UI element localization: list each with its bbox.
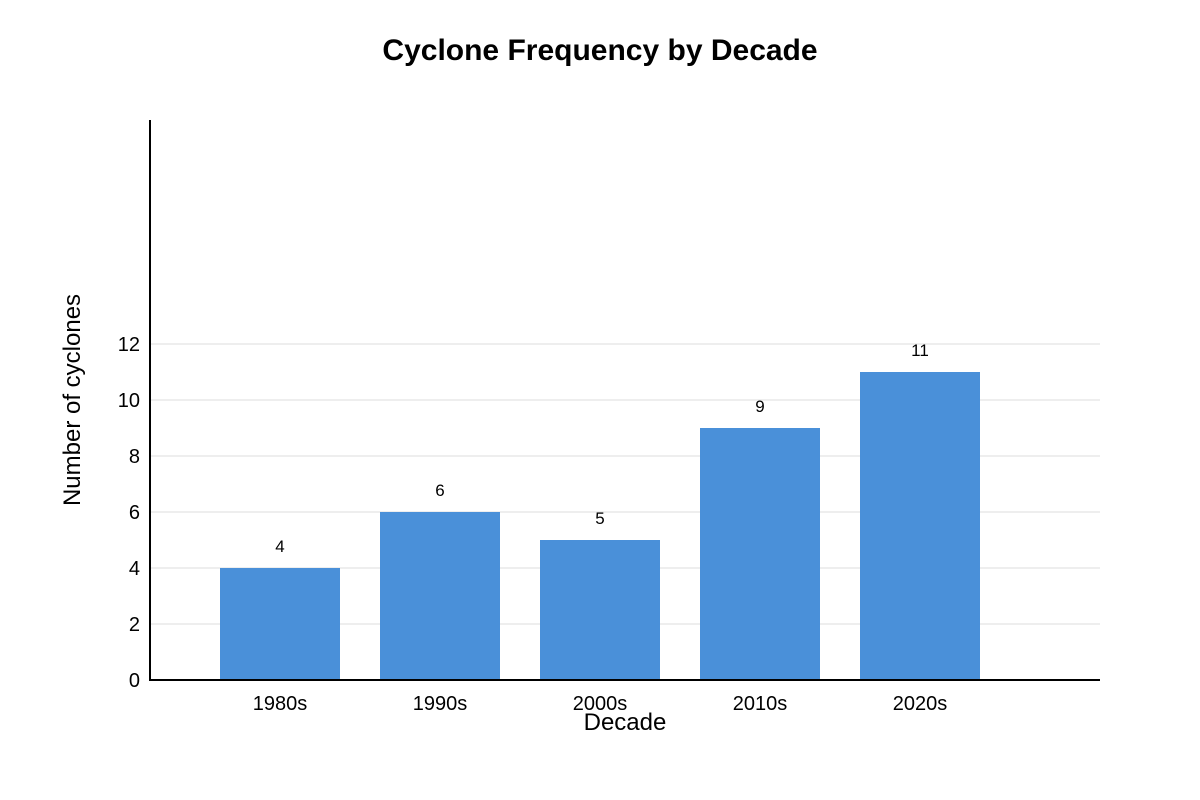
y-tick-label: 8	[129, 446, 140, 468]
bar-value-label: 11	[911, 341, 929, 360]
bars	[220, 372, 980, 680]
bar	[380, 512, 500, 680]
x-tick-label: 1980s	[253, 693, 308, 715]
bar-value-label: 6	[435, 481, 444, 500]
y-tick-label: 10	[118, 390, 140, 412]
bar	[540, 540, 660, 680]
bar-value-label: 4	[275, 537, 284, 556]
x-tick-label: 2000s	[573, 693, 628, 715]
x-tick-label: 1990s	[413, 693, 468, 715]
y-tick-label: 2	[129, 614, 140, 636]
y-tick-label: 0	[129, 670, 140, 692]
y-tick-label: 12	[118, 334, 140, 356]
chart-title: Cyclone Frequency by Decade	[382, 34, 817, 67]
bar	[220, 568, 340, 680]
bar-value-label: 9	[755, 397, 764, 416]
x-tick-label: 2010s	[733, 693, 788, 715]
x-axis-ticks: 1980s 1990s 2000s 2010s 2020s	[253, 693, 948, 715]
y-axis-title: Number of cyclones	[59, 294, 86, 506]
x-tick-label: 2020s	[893, 693, 948, 715]
y-tick-label: 4	[129, 558, 140, 580]
x-axis-title: Decade	[584, 709, 667, 736]
y-tick-label: 6	[129, 502, 140, 524]
y-axis-ticks: 0 2 4 6 8 10 12	[118, 334, 140, 692]
bar	[700, 428, 820, 680]
bar	[860, 372, 980, 680]
bar-value-label: 5	[595, 509, 604, 528]
data-labels: 4 6 5 9 11	[275, 341, 929, 556]
